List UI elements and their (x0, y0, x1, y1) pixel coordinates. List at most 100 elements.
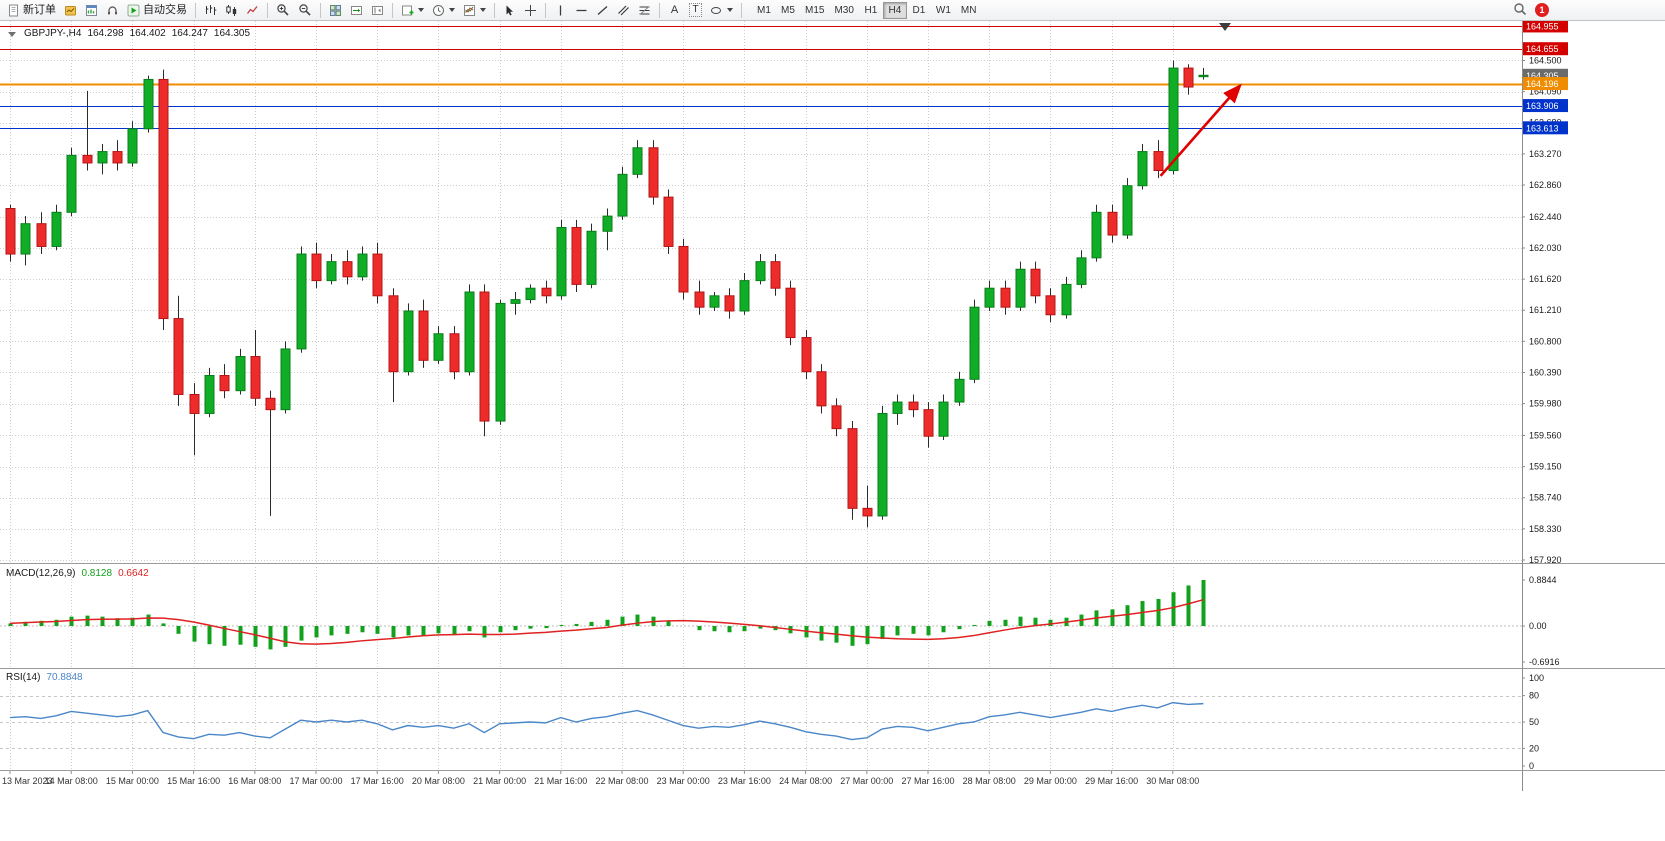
search-icon[interactable] (1513, 2, 1528, 17)
candle-up (755, 261, 766, 282)
periods-button[interactable] (428, 1, 459, 20)
svg-text:164.196: 164.196 (1526, 79, 1559, 89)
svg-text:0.00: 0.00 (1529, 621, 1547, 631)
svg-text:0.8844: 0.8844 (1529, 575, 1557, 585)
macd-label: MACD(12,26,9) (6, 568, 76, 579)
svg-text:159.560: 159.560 (1529, 430, 1562, 440)
vertical-line-tool-button[interactable] (550, 1, 571, 20)
candle-up (1076, 257, 1087, 285)
channel-tool-button[interactable] (613, 1, 634, 20)
candlestick-series (5, 60, 1209, 528)
macd-panel-plot[interactable] (0, 567, 1522, 668)
chart-collapse-arrow-icon[interactable] (8, 31, 16, 37)
timeframe-button-m15[interactable]: M15 (805, 4, 825, 16)
timeframe-button-mn[interactable]: MN (960, 4, 977, 16)
price-axis[interactable]: 164.500164.090163.680163.270162.860162.4… (1522, 19, 1568, 565)
svg-text:161.210: 161.210 (1529, 305, 1562, 315)
indicators-button[interactable] (459, 1, 490, 20)
cursor-tool-button[interactable] (499, 1, 520, 20)
text-label-tool-button[interactable]: T (685, 1, 706, 20)
shapes-tool-button[interactable] (706, 1, 737, 20)
candle-down (847, 428, 858, 509)
candle-down (82, 154, 93, 164)
text-tool-button[interactable]: A (664, 1, 685, 20)
timeframe-button-h1[interactable]: H1 (864, 4, 878, 16)
candle-up (143, 78, 154, 130)
candle-down (36, 223, 47, 247)
trendline-tool-button[interactable] (592, 1, 613, 20)
candle-up (1015, 268, 1026, 308)
svg-text:15 Mar 00:00: 15 Mar 00:00 (106, 776, 159, 786)
candle-down (1030, 268, 1041, 297)
auto-trading-label: 自动交易 (143, 3, 187, 16)
rsi-label: RSI(14) (6, 672, 41, 683)
chart-shift-button[interactable] (367, 1, 388, 20)
svg-text:159.150: 159.150 (1529, 462, 1562, 472)
chart-window-button[interactable] (81, 1, 102, 20)
svg-text:162.860: 162.860 (1529, 180, 1562, 190)
zoom-in-icon (276, 3, 290, 17)
candle-down (1183, 67, 1194, 88)
candle-down (219, 375, 230, 392)
line-chart-type-button[interactable] (242, 1, 263, 20)
candle-down (189, 393, 200, 414)
timeframe-button-m1[interactable]: M1 (757, 4, 771, 16)
new-order-label: 新订单 (23, 3, 56, 16)
candle-down (831, 405, 842, 430)
candle-up (510, 299, 521, 304)
tile-windows-button[interactable] (325, 1, 346, 20)
new-order-button[interactable]: 新订单 (3, 1, 60, 20)
svg-text:159.980: 159.980 (1529, 399, 1562, 409)
candle-up (235, 356, 246, 392)
timeframe-button-h4[interactable]: H4 (882, 1, 907, 19)
svg-text:164.500: 164.500 (1529, 55, 1562, 65)
candle-down (724, 295, 735, 312)
toolbar-separator (494, 2, 495, 18)
candle-up (66, 154, 77, 213)
candle-up (51, 211, 62, 247)
candle-down (663, 196, 674, 247)
chart-shift-marker[interactable] (1219, 23, 1231, 31)
channel-icon (617, 4, 630, 17)
tile-windows-icon (329, 4, 342, 17)
auto-trading-button[interactable]: 自动交易 (123, 1, 191, 20)
candle-down (311, 253, 322, 282)
svg-text:30 Mar 08:00: 30 Mar 08:00 (1146, 776, 1199, 786)
candle-up (20, 223, 31, 255)
line-chart-icon (246, 4, 259, 17)
chart-close-value: 164.305 (213, 28, 251, 39)
svg-text:162.440: 162.440 (1529, 212, 1562, 222)
trend-arrow-annotation[interactable] (1159, 83, 1242, 177)
trendline-icon (596, 4, 609, 17)
candlestick-icon (225, 4, 238, 17)
zoom-in-button[interactable] (272, 1, 294, 20)
market-watch-button[interactable] (60, 1, 81, 20)
auto-scroll-button[interactable] (346, 1, 367, 20)
fibonacci-tool-button[interactable] (634, 1, 655, 20)
candle-up (938, 401, 949, 437)
candle-up (1091, 211, 1102, 259)
bar-chart-type-button[interactable] (200, 1, 221, 20)
chart-open-value: 164.298 (87, 28, 124, 39)
new-chart-button[interactable] (397, 1, 428, 20)
svg-text:15 Mar 16:00: 15 Mar 16:00 (167, 776, 220, 786)
crosshair-tool-button[interactable] (520, 1, 541, 20)
fibonacci-icon (638, 4, 651, 17)
rsi-value: 70.8848 (46, 672, 83, 683)
notifications-badge[interactable]: 1 (1535, 2, 1549, 17)
timeframe-button-m5[interactable]: M5 (781, 4, 795, 16)
support-button[interactable] (102, 1, 123, 20)
svg-text:29 Mar 16:00: 29 Mar 16:00 (1085, 776, 1138, 786)
timeframe-button-m30[interactable]: M30 (834, 4, 854, 16)
zoom-out-button[interactable] (294, 1, 316, 20)
horizontal-line-tool-button[interactable] (571, 1, 592, 20)
timeframe-button-w1[interactable]: W1 (935, 4, 951, 16)
candle-down (5, 207, 16, 255)
main-chart-plot[interactable] (0, 21, 1522, 563)
candlestick-type-button[interactable] (221, 1, 242, 20)
svg-text:0: 0 (1529, 761, 1534, 771)
toolbar-separator (659, 2, 660, 18)
timeframe-button-d1[interactable]: D1 (912, 4, 926, 16)
